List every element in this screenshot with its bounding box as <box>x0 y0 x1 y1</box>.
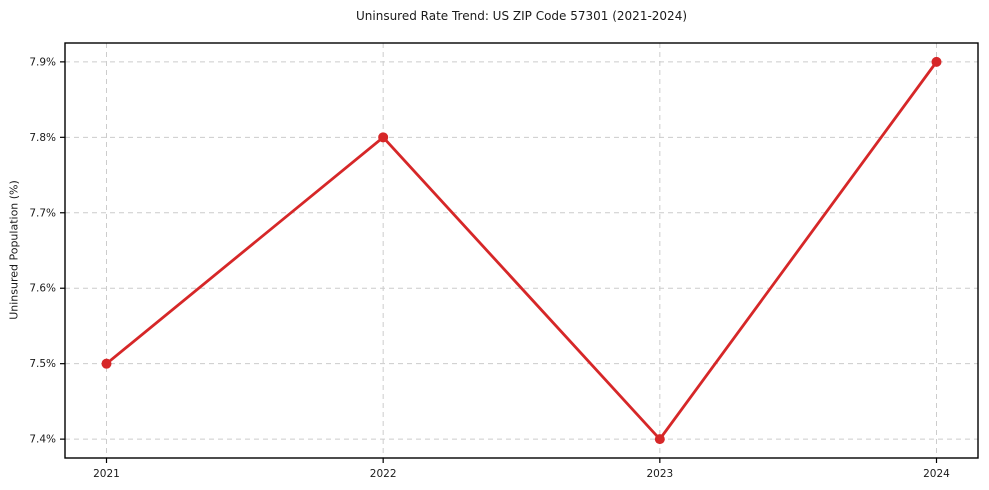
data-point-marker <box>101 358 112 369</box>
x-tick-label: 2023 <box>646 468 673 480</box>
trend-line <box>105 61 938 442</box>
y-tick-label: 7.7% <box>29 207 56 219</box>
plot-border <box>64 42 979 459</box>
data-point-marker <box>931 56 942 67</box>
data-point-marker <box>378 132 389 143</box>
x-tick-label: 2021 <box>93 468 120 480</box>
y-tick-label: 7.6% <box>29 283 56 295</box>
y-tick-label: 7.9% <box>29 56 56 68</box>
y-tick-label: 7.5% <box>29 358 56 370</box>
x-tick-label: 2022 <box>370 468 397 480</box>
y-tick-label: 7.4% <box>29 434 56 446</box>
chart-title: Uninsured Rate Trend: US ZIP Code 57301 … <box>355 9 688 23</box>
x-tick-label: 2024 <box>923 468 950 480</box>
y-tick-label: 7.8% <box>29 132 56 144</box>
data-point-marker <box>654 434 665 445</box>
